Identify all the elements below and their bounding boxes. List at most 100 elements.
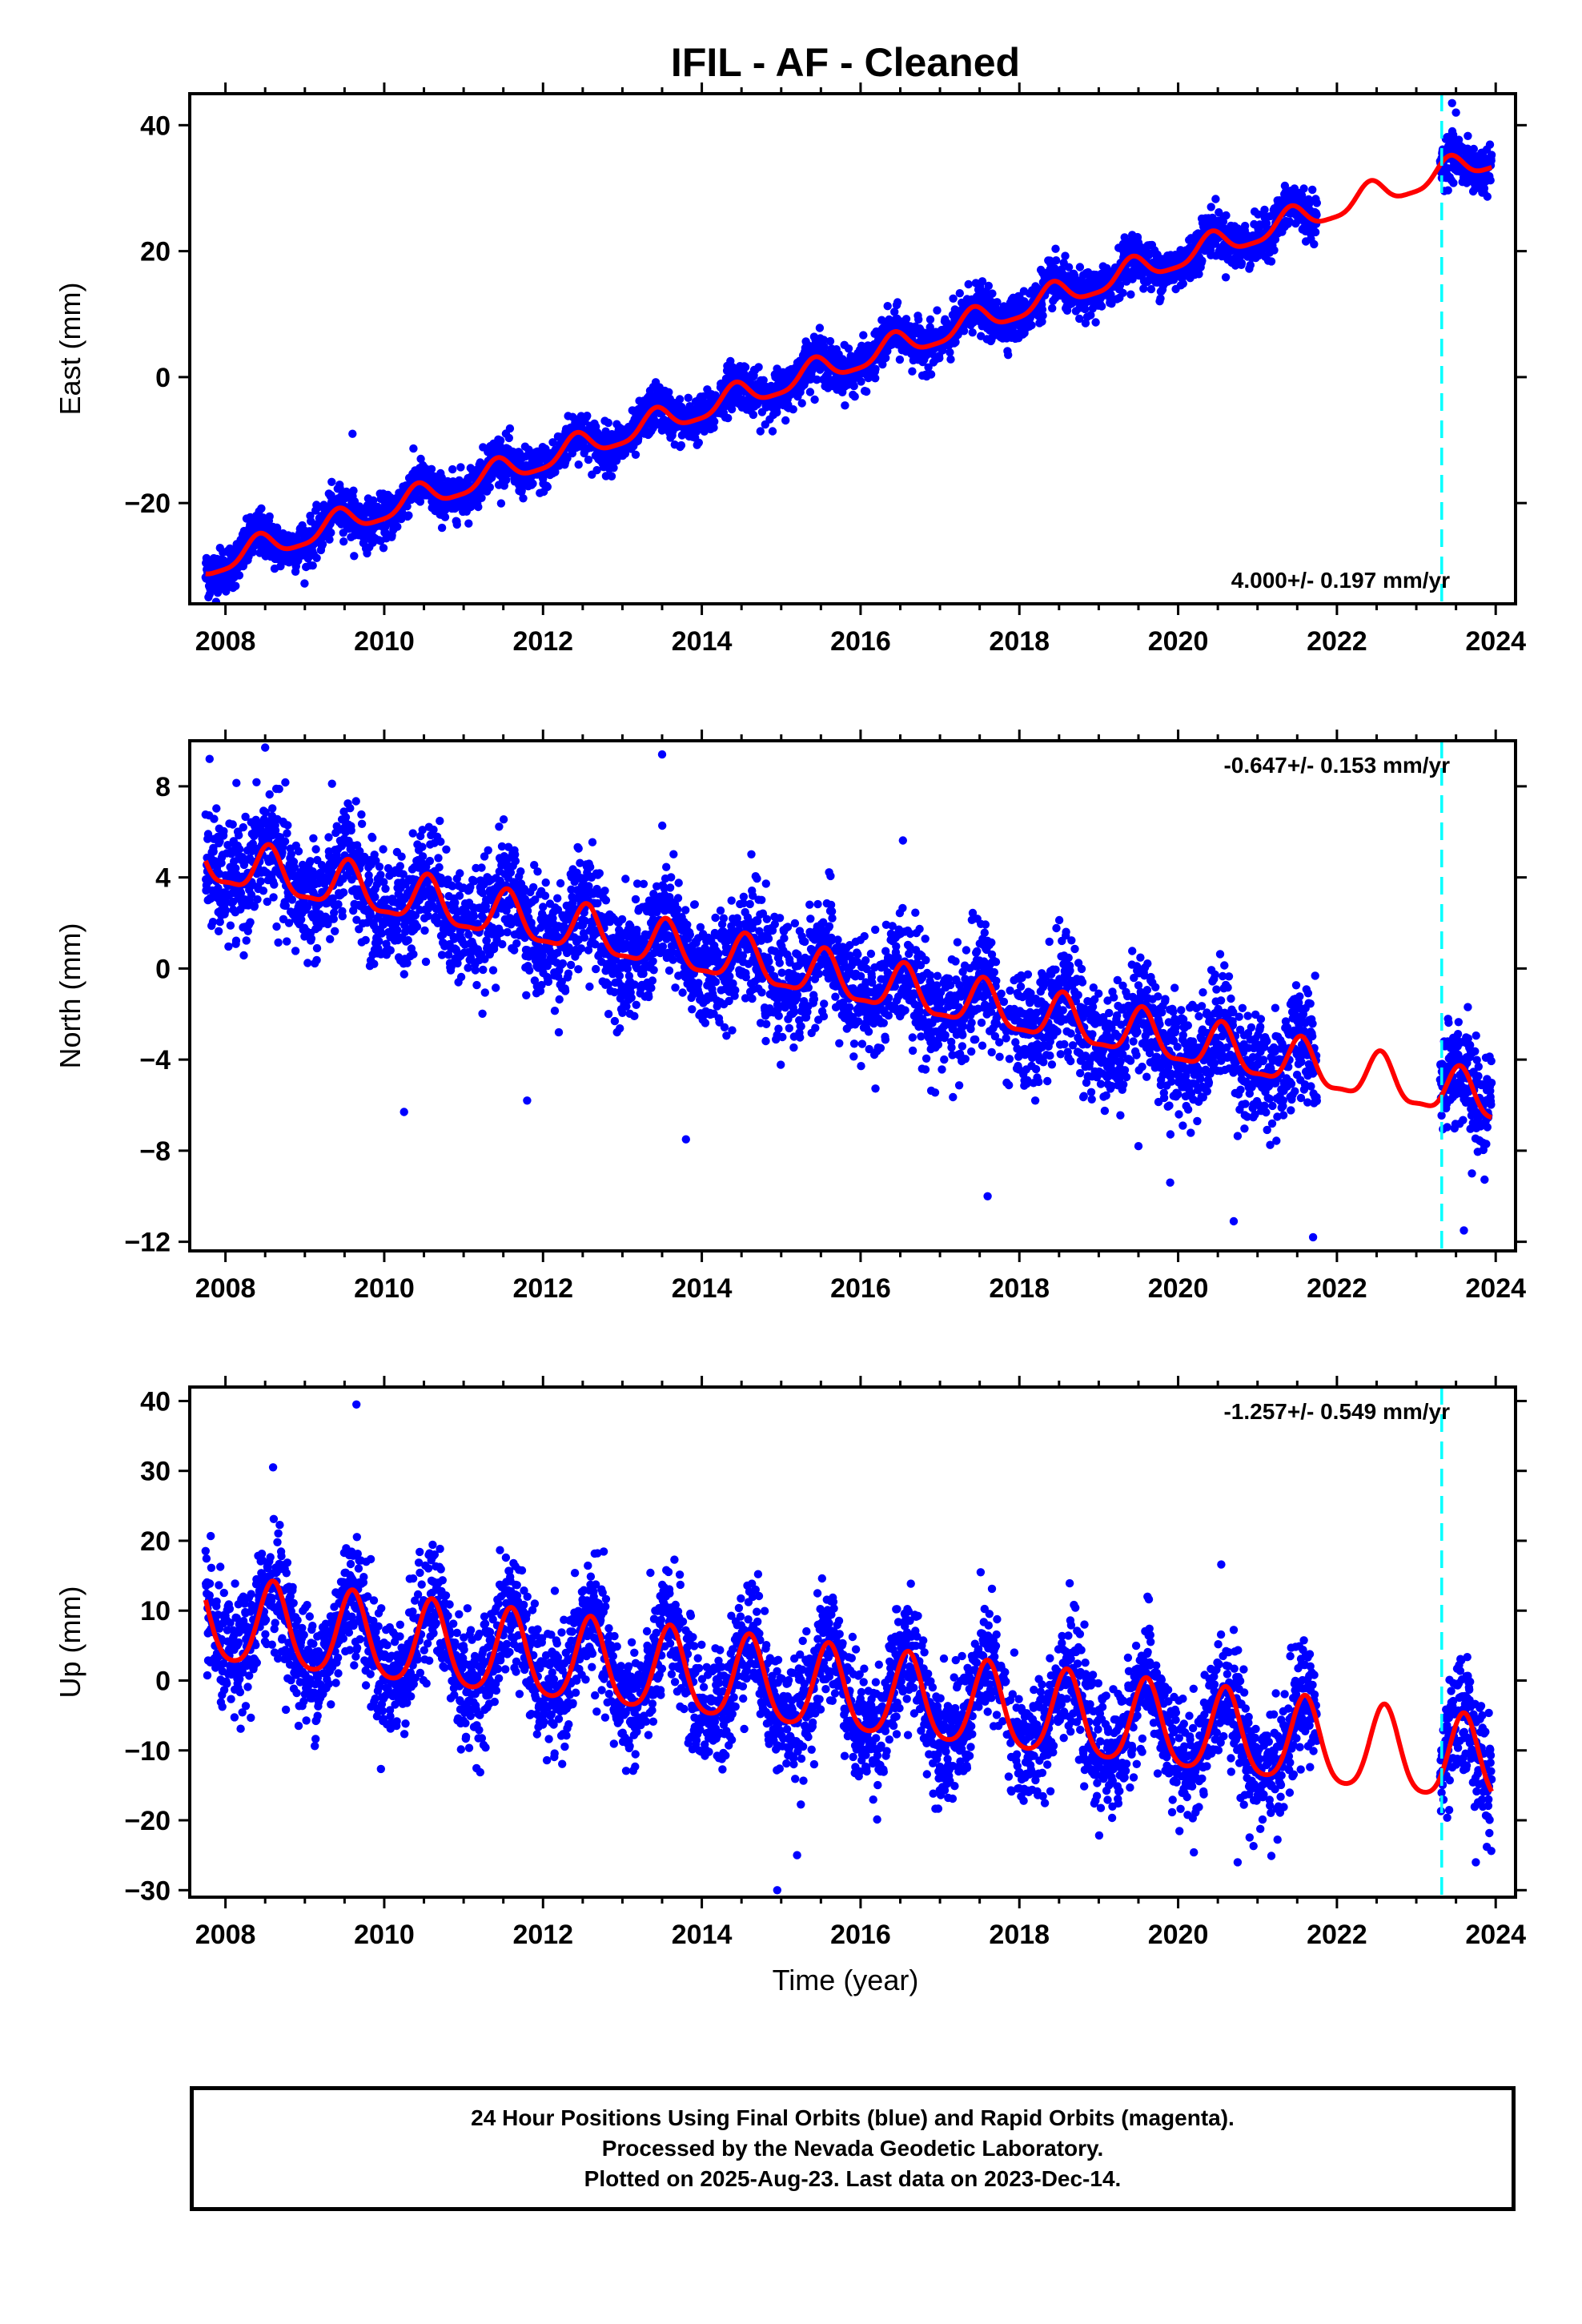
data-point — [477, 493, 486, 502]
panel-north: 2008 2010 2012 2014 2016 2018 2020 2022 2024−12−… — [54, 730, 1527, 1304]
data-point — [1237, 259, 1247, 267]
data-point — [984, 281, 994, 291]
data-point — [376, 870, 385, 879]
data-point — [968, 328, 977, 337]
data-point — [311, 845, 320, 854]
data-point — [914, 315, 923, 324]
data-point — [563, 454, 572, 463]
data-point — [268, 804, 277, 813]
data-point — [1027, 320, 1036, 330]
data-point — [607, 472, 616, 480]
data-point — [228, 820, 237, 829]
data-point — [357, 810, 366, 819]
x-tick-label: 2024 — [1465, 626, 1526, 657]
data-point — [1246, 260, 1255, 270]
data-point — [749, 410, 758, 420]
data-point — [253, 895, 262, 904]
data-point — [256, 877, 265, 886]
data-point — [427, 464, 436, 473]
data-point — [1312, 199, 1322, 207]
data-point — [496, 436, 505, 445]
data-point — [440, 513, 450, 521]
data-point — [386, 946, 395, 955]
data-point — [768, 427, 777, 436]
data-point — [1178, 279, 1188, 288]
x-tick-label: 2016 — [830, 626, 891, 657]
x-tick-label: 2020 — [1148, 626, 1209, 657]
data-point — [412, 923, 422, 931]
data-point — [205, 590, 214, 599]
chart-title: IFIL - AF - Cleaned — [671, 40, 1020, 85]
data-point — [1308, 185, 1317, 195]
data-point — [726, 356, 735, 366]
data-point — [416, 497, 425, 506]
data-point — [583, 412, 592, 420]
data-point — [437, 473, 446, 482]
data-point — [551, 468, 560, 476]
data-point — [349, 486, 358, 495]
data-point — [1075, 263, 1085, 271]
y-tick-label: 20 — [140, 237, 171, 267]
data-point — [248, 548, 257, 557]
data-point — [862, 387, 871, 396]
data-point — [257, 504, 266, 513]
data-point — [841, 401, 849, 410]
data-point — [308, 561, 317, 570]
y-tick-label: −20 — [124, 489, 171, 519]
data-point — [1452, 108, 1460, 117]
data-point — [496, 499, 506, 508]
data-point — [1211, 195, 1220, 203]
data-point — [1146, 284, 1156, 294]
data-point — [379, 845, 387, 854]
data-point — [309, 834, 318, 843]
data-point — [400, 970, 408, 979]
data-point — [849, 381, 858, 391]
east-data-points — [201, 99, 1496, 604]
data-point — [393, 926, 402, 935]
data-point — [312, 553, 321, 562]
data-point — [276, 561, 285, 571]
data-point — [773, 408, 781, 417]
data-point — [403, 502, 412, 511]
data-point — [1118, 288, 1127, 297]
data-point — [1097, 302, 1106, 311]
data-point — [214, 927, 223, 936]
data-point — [634, 434, 643, 443]
data-point — [396, 862, 404, 870]
data-point — [331, 927, 339, 936]
data-point — [1447, 99, 1456, 107]
data-point — [418, 842, 427, 851]
data-point — [246, 918, 255, 927]
data-point — [609, 464, 618, 472]
east-y-axis-label: East (mm) — [54, 283, 86, 416]
data-point — [421, 957, 431, 967]
data-point — [895, 355, 905, 364]
data-point — [781, 416, 790, 425]
data-point — [269, 893, 278, 902]
data-point — [318, 540, 327, 549]
data-point — [409, 444, 418, 453]
data-point — [709, 423, 718, 432]
data-point — [338, 911, 347, 921]
data-point — [393, 522, 402, 531]
data-point — [265, 512, 274, 521]
data-point — [844, 344, 853, 353]
data-point — [504, 433, 513, 443]
data-point — [1480, 184, 1489, 193]
data-point — [235, 571, 244, 580]
data-point — [235, 845, 244, 854]
data-point — [224, 942, 233, 951]
data-point — [448, 464, 457, 474]
data-point — [819, 336, 829, 344]
data-point — [1091, 318, 1100, 327]
data-point — [409, 950, 418, 959]
data-point — [437, 523, 447, 533]
data-point — [485, 483, 494, 492]
data-point — [825, 336, 835, 346]
data-point — [1260, 205, 1269, 215]
data-point — [684, 393, 693, 402]
data-point — [312, 943, 322, 953]
data-point — [351, 797, 360, 806]
data-point — [754, 363, 763, 372]
